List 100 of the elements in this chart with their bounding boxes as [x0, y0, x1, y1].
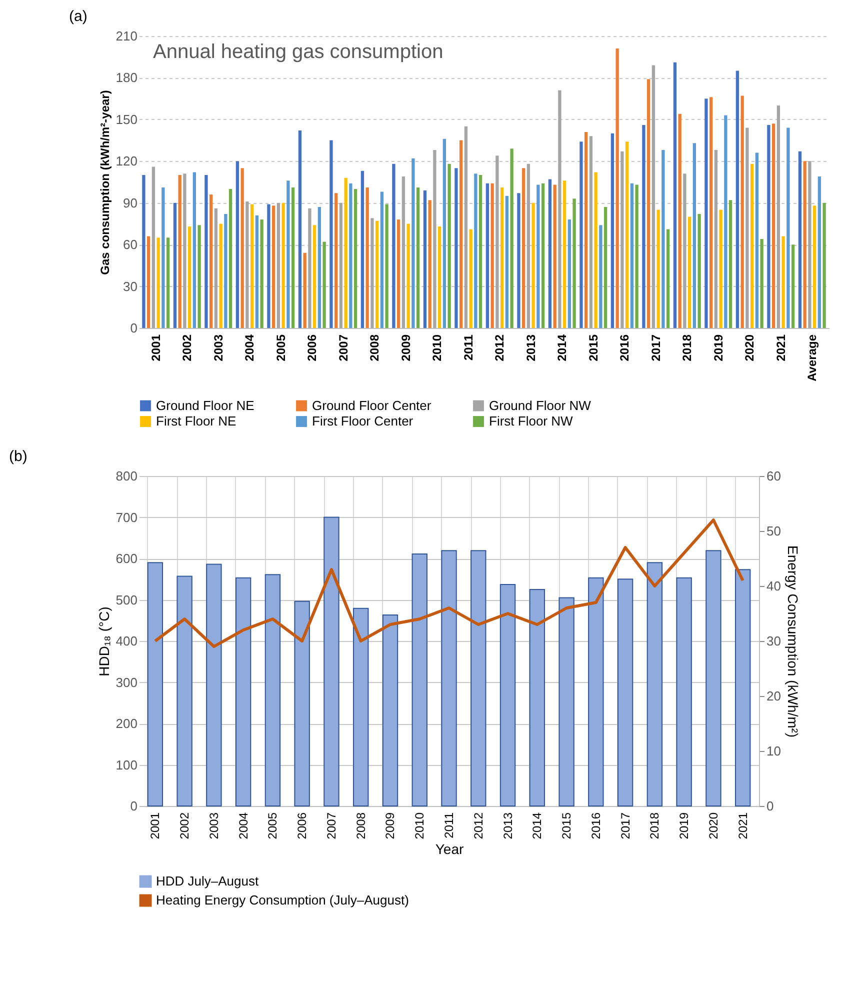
- bar: [490, 183, 494, 328]
- bar: [734, 569, 751, 806]
- x-tick-label: 2001: [148, 812, 162, 840]
- x-tick-label: 2002: [178, 812, 192, 840]
- y-tick-label: 800: [116, 468, 138, 484]
- x-tick-label: 2013: [500, 812, 515, 840]
- bar: [291, 188, 295, 328]
- x-tick-label: 2012: [471, 812, 486, 840]
- bar: [204, 175, 208, 328]
- bar: [402, 176, 406, 328]
- x-tick-label: 2016: [588, 812, 603, 840]
- bar: [339, 202, 343, 328]
- bar: [673, 62, 677, 328]
- bar: [616, 48, 619, 328]
- x-tick-label: 2009: [398, 334, 413, 362]
- bar: [532, 202, 535, 328]
- bar: [822, 202, 826, 328]
- y2-tick-label: 30: [766, 634, 781, 648]
- bar: [676, 577, 692, 806]
- bar: [441, 550, 457, 806]
- bar: [142, 175, 146, 328]
- bar: [474, 174, 478, 328]
- bar: [228, 188, 232, 328]
- bar: [635, 184, 638, 328]
- bar: [219, 224, 222, 328]
- bar: [818, 176, 822, 328]
- bar: [173, 202, 177, 328]
- bar: [782, 236, 785, 328]
- bar: [517, 193, 520, 328]
- x-tick-label: 2003: [211, 334, 226, 362]
- legend-label: First Floor NW: [489, 414, 574, 428]
- x-tick-label: 2005: [266, 812, 280, 840]
- bar: [322, 242, 326, 328]
- bar: [236, 161, 240, 328]
- bar: [324, 516, 340, 806]
- bar: [728, 200, 732, 328]
- y2-tick-label: 60: [766, 468, 781, 484]
- y-tick-label: 180: [116, 70, 138, 86]
- bar: [428, 200, 432, 328]
- x-tick-label: Average: [805, 334, 820, 382]
- bar: [375, 220, 379, 328]
- bar: [500, 188, 504, 328]
- x-tick-label: 2005: [274, 334, 288, 362]
- bar: [478, 175, 482, 328]
- chart-title: Annual heating gas consumption: [153, 41, 444, 63]
- bar: [630, 183, 634, 328]
- legend-label: Heating Energy Consumption (July–August): [156, 892, 409, 908]
- x-tick-label: 2017: [618, 812, 632, 840]
- bar: [688, 216, 692, 328]
- bar: [188, 226, 192, 328]
- bar: [206, 564, 222, 806]
- bar: [176, 576, 192, 806]
- bar: [330, 140, 333, 328]
- bar: [683, 174, 686, 328]
- bar: [750, 164, 754, 328]
- bar: [192, 172, 196, 328]
- y-tick-label: 700: [116, 510, 138, 525]
- bar: [746, 128, 749, 328]
- bar: [298, 130, 302, 328]
- bar: [772, 124, 776, 328]
- y-tick-label: 90: [123, 195, 138, 210]
- bar: [282, 202, 285, 328]
- bar: [646, 562, 663, 806]
- bar: [344, 178, 348, 328]
- bar: [589, 136, 593, 328]
- x-tick-label: 2014: [555, 334, 570, 362]
- x-tick-label: 2020: [706, 812, 720, 840]
- y-axis-title: HDD₁₈ (°C): [96, 606, 112, 676]
- bar: [500, 584, 516, 806]
- bar: [584, 132, 588, 328]
- bar: [786, 128, 790, 328]
- bar: [183, 174, 186, 328]
- bar: [396, 220, 400, 328]
- text: (a): [69, 8, 88, 25]
- bar: [548, 179, 552, 328]
- bar: [412, 553, 428, 806]
- bar: [740, 96, 744, 328]
- bar: [469, 229, 472, 328]
- y-tick-label: 120: [116, 154, 138, 169]
- bar: [558, 597, 574, 806]
- bar: [776, 106, 780, 328]
- bar: [510, 148, 514, 328]
- bar: [459, 140, 463, 328]
- bar: [442, 138, 446, 328]
- bar: [366, 188, 369, 328]
- bar: [791, 244, 795, 328]
- bar: [470, 550, 486, 806]
- bar: [724, 115, 728, 328]
- x-tick-label: 2007: [336, 334, 350, 362]
- bar: [246, 201, 249, 328]
- x-tick-label: 2004: [236, 812, 250, 840]
- bar: [610, 133, 614, 328]
- x-tick-label: 2011: [442, 812, 456, 838]
- bar: [496, 156, 499, 328]
- y-tick-label: 300: [116, 674, 138, 690]
- x-tick-label: 2006: [295, 812, 310, 840]
- y-tick-label: 200: [116, 716, 138, 731]
- y-tick-label: 100: [116, 757, 138, 772]
- bar: [536, 184, 540, 328]
- bar: [392, 164, 396, 328]
